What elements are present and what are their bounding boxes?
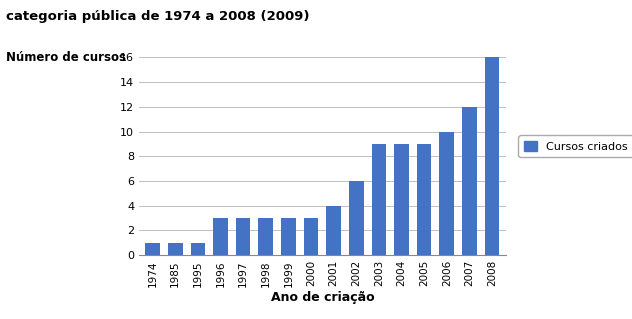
Bar (326, 206, 341, 255)
Bar (145, 243, 160, 255)
Bar (439, 131, 454, 255)
Bar (258, 218, 273, 255)
Bar (462, 107, 477, 255)
Text: categoria pública de 1974 a 2008 (2009): categoria pública de 1974 a 2008 (2009) (6, 10, 310, 23)
Bar (416, 144, 432, 255)
Bar (485, 57, 499, 255)
Legend: Cursos criados: Cursos criados (518, 136, 632, 157)
Bar (190, 243, 205, 255)
Bar (168, 243, 183, 255)
Text: Número de cursos: Número de cursos (6, 51, 126, 64)
Bar (394, 144, 409, 255)
Bar (303, 218, 319, 255)
Bar (372, 144, 386, 255)
Bar (213, 218, 228, 255)
Bar (349, 181, 363, 255)
Bar (281, 218, 296, 255)
Bar (236, 218, 250, 255)
X-axis label: Ano de criação: Ano de criação (270, 291, 374, 304)
